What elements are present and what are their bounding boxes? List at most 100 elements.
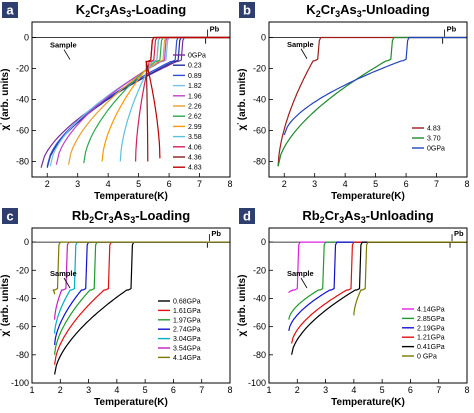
y-axis-label: χ' (arb. units) [0, 69, 11, 131]
series-line-4 [291, 241, 467, 355]
legend-label: 0.41GPa [417, 344, 445, 351]
plot-area [269, 241, 467, 355]
panel-label-badge [2, 208, 18, 224]
legend-label: 3.70 [427, 136, 441, 143]
x-tick-label: 4 [351, 385, 356, 395]
series-line-5 [353, 241, 467, 316]
annotation-sample-arrow [63, 277, 71, 289]
legend-label: 4.83 [188, 165, 202, 172]
x-axis-label: Temperature(K) [331, 397, 405, 408]
x-axis-label: Temperature(K) [94, 191, 168, 202]
x-tick-label: 1 [29, 385, 34, 395]
annotation-sample: Sample [287, 269, 314, 278]
y-axis-label: χ' (arb. units) [237, 69, 248, 131]
annotation-sample-arrow [300, 48, 308, 59]
legend-label: 4.14GPa [173, 355, 201, 362]
legend-label: 4.83 [427, 126, 441, 133]
x-tick-label: 1 [266, 385, 271, 395]
legend-label: 1.97GPa [173, 317, 201, 324]
legend-label: 1.21GPa [417, 335, 445, 342]
x-tick-label: 7 [434, 179, 439, 189]
series-line-6 [52, 241, 230, 295]
x-tick-label: 8 [227, 385, 232, 395]
annotation-sample-arrow [300, 277, 308, 289]
series-line-3 [291, 241, 467, 344]
x-tick-label: 4 [343, 179, 348, 189]
legend-label: 2.74GPa [173, 327, 201, 334]
x-tick-label: 5 [380, 385, 385, 395]
plot-area [32, 36, 230, 168]
series-line-0 [54, 241, 230, 375]
x-tick-label: 3 [86, 385, 91, 395]
y-axis-label: χ' (arb. units) [0, 275, 11, 337]
legend-label: 0 GPa [417, 354, 437, 361]
y-tick-label: -80 [253, 350, 266, 360]
y-tick-label: -60 [16, 126, 29, 136]
legend-label: 1.96 [188, 93, 202, 100]
y-tick-label: -20 [253, 64, 266, 74]
series-line-3 [49, 36, 230, 167]
chart-panel-b: b K2Cr3As3-Unloading 2 3 4 5 6 7 8 0 -20 -40 -60 -80 T… [237, 2, 470, 202]
x-tick-label: 6 [404, 179, 409, 189]
legend-label: 0.68GPa [173, 299, 201, 306]
x-tick-label: 7 [199, 385, 204, 395]
legend-label: 2.85GPa [417, 316, 445, 323]
chart-panel-c: c Rb2Cr3As3-Loading 1 2 3 4 5 6 7 8 0 -20 -40 -60 -80 -… [0, 208, 233, 408]
annotation-sample: Sample [50, 41, 77, 50]
y-tick-label: -20 [253, 265, 266, 275]
panel-label-badge [239, 208, 255, 224]
panel-label-badge [2, 2, 18, 18]
panel-label: d [243, 209, 251, 224]
y-tick-label: 0 [24, 33, 29, 43]
chart-panel-a: a K2Cr3As3-Loading 2 3 4 5 6 7 8 0 -20 -40 -60 -80 Tem… [0, 2, 233, 202]
chart-panel-d: d Rb2Cr3As3-Unloading 1 2 3 4 5 6 7 8 0 -20 -40 -60 -8… [237, 208, 470, 408]
x-tick-label: 5 [136, 179, 141, 189]
annotation-sample: Sample [287, 40, 314, 49]
series-line-3 [54, 241, 230, 346]
y-tick-label: 0 [261, 33, 266, 43]
y-tick-label: -100 [248, 378, 266, 388]
y-tick-label: -60 [253, 322, 266, 332]
annotation-pb: Pb [211, 229, 221, 238]
legend-label: 1.61GPa [173, 308, 201, 315]
series-line-1 [288, 241, 467, 320]
x-axis-label: Temperature(K) [331, 191, 405, 202]
series-line-7 [101, 36, 230, 162]
x-tick-label: 2 [58, 385, 63, 395]
x-tick-label: 3 [312, 179, 317, 189]
x-tick-label: 2 [45, 179, 50, 189]
series-line-5 [54, 241, 230, 320]
y-tick-label: -80 [16, 350, 29, 360]
chart-title: K2Cr3As3-Unloading [306, 2, 429, 19]
y-axis-label: χ' (arb. units) [237, 275, 248, 337]
legend-label: 4.14GPa [417, 307, 445, 314]
panel-label: a [6, 3, 14, 18]
chart-title: Rb2Cr3As3-Unloading [302, 208, 433, 225]
axes-frame [268, 227, 468, 384]
x-tick-label: 6 [167, 179, 172, 189]
x-axis-label: Temperature(K) [94, 397, 168, 408]
y-tick-label: -100 [11, 378, 29, 388]
plot-area [269, 36, 467, 167]
series-line-2 [54, 241, 230, 355]
y-tick-label: -20 [16, 64, 29, 74]
series-line-4 [54, 241, 230, 334]
series-line-5 [68, 36, 230, 165]
x-tick-label: 5 [373, 179, 378, 189]
series-line-2 [288, 241, 467, 332]
annotation-sample: Sample [50, 269, 77, 278]
annotation-pb: Pb [210, 25, 220, 34]
y-tick-label: 0 [24, 237, 29, 247]
x-tick-label: 7 [436, 385, 441, 395]
legend-label: 4.06 [188, 144, 202, 151]
panel-label: c [6, 209, 13, 224]
series-line-9 [135, 36, 230, 162]
y-tick-label: -40 [253, 95, 266, 105]
legend-label: 0.89 [188, 73, 202, 80]
plot-area [32, 241, 230, 375]
y-tick-label: -80 [16, 157, 29, 167]
x-tick-label: 7 [197, 179, 202, 189]
legend-label: 0GPa [188, 53, 206, 60]
series-line-0 [288, 241, 467, 293]
x-tick-label: 2 [295, 385, 300, 395]
